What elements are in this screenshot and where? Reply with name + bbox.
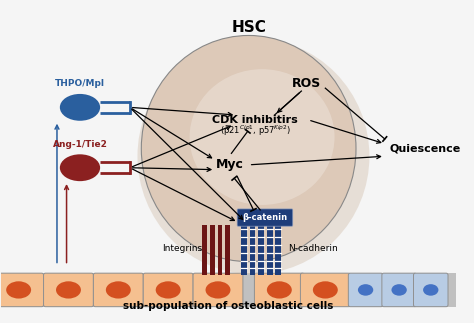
Text: (p21$^{Cip1}$, p57$^{Kip2}$): (p21$^{Cip1}$, p57$^{Kip2}$): [220, 123, 291, 138]
Ellipse shape: [60, 94, 100, 121]
Text: CDK inhibitirs: CDK inhibitirs: [212, 115, 298, 125]
Text: Ang-1/Tie2: Ang-1/Tie2: [53, 140, 108, 149]
FancyBboxPatch shape: [0, 273, 44, 307]
Text: THPO/Mpl: THPO/Mpl: [55, 79, 105, 88]
FancyBboxPatch shape: [413, 273, 448, 307]
Ellipse shape: [137, 38, 369, 274]
Bar: [218, 225, 222, 275]
Bar: [225, 225, 230, 275]
Bar: [275, 222, 281, 275]
Ellipse shape: [267, 281, 292, 298]
FancyBboxPatch shape: [255, 273, 304, 307]
Ellipse shape: [155, 281, 181, 298]
Ellipse shape: [106, 281, 131, 298]
Ellipse shape: [60, 154, 100, 181]
Text: Quiescence: Quiescence: [390, 143, 461, 153]
Bar: [241, 222, 247, 275]
Ellipse shape: [6, 281, 31, 298]
FancyBboxPatch shape: [237, 209, 293, 226]
Bar: [250, 222, 255, 275]
Bar: [210, 225, 215, 275]
Text: Myc: Myc: [216, 158, 244, 172]
FancyBboxPatch shape: [348, 273, 383, 307]
Ellipse shape: [358, 284, 373, 296]
FancyBboxPatch shape: [143, 273, 193, 307]
FancyBboxPatch shape: [193, 273, 243, 307]
Ellipse shape: [206, 281, 230, 298]
Ellipse shape: [313, 281, 338, 298]
Bar: [1, 273, 456, 307]
Text: sub-population of osteoblastic cells: sub-population of osteoblastic cells: [123, 301, 334, 311]
Ellipse shape: [423, 284, 438, 296]
Ellipse shape: [56, 281, 81, 298]
Bar: [267, 222, 273, 275]
FancyBboxPatch shape: [44, 273, 93, 307]
Ellipse shape: [141, 36, 356, 262]
Text: HSC: HSC: [231, 20, 266, 35]
Ellipse shape: [392, 284, 407, 296]
Text: ROS: ROS: [292, 77, 321, 90]
Ellipse shape: [190, 69, 335, 205]
FancyBboxPatch shape: [93, 273, 143, 307]
Text: β-catenin: β-catenin: [242, 213, 288, 222]
Bar: [258, 222, 264, 275]
Text: Integrins: Integrins: [163, 245, 203, 254]
FancyBboxPatch shape: [301, 273, 350, 307]
FancyBboxPatch shape: [382, 273, 416, 307]
Text: N-cadherin: N-cadherin: [288, 245, 337, 254]
Bar: [202, 225, 207, 275]
